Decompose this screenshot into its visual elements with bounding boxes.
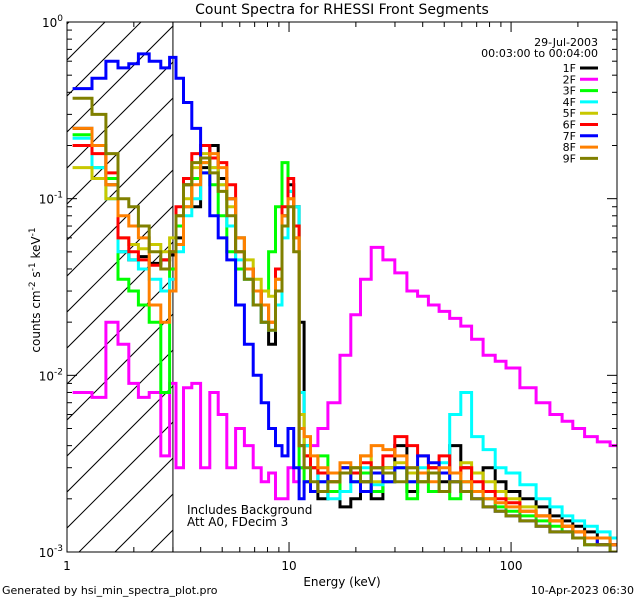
time-range-label: 00:03:00 to 00:04:00 <box>481 47 598 60</box>
hatch-line <box>67 169 173 277</box>
series-3F-line <box>72 133 617 552</box>
x-tick-label: 10 <box>281 559 296 573</box>
tick-labels: 1 10 100 100 10-1 10-2 10-3 <box>39 14 523 573</box>
background-hatch-region <box>0 0 640 552</box>
hatch-line <box>67 25 173 133</box>
plot-frame <box>66 21 618 553</box>
series-4F-line <box>72 136 617 540</box>
y-tick-label: 10-3 <box>39 544 63 560</box>
hatch-line <box>67 385 173 493</box>
y-axis-label: counts cm-2 s-1 keV-1 <box>28 227 43 352</box>
series-6F-line <box>72 144 617 547</box>
legend-label-1F: 1F <box>563 62 576 75</box>
hatch-line <box>67 421 173 529</box>
legend-label-9F: 9F <box>563 152 576 165</box>
y-tick-label: 10-1 <box>39 191 63 207</box>
legend-label-5F: 5F <box>563 107 576 120</box>
hatch-line <box>619 0 640 552</box>
legend-label-4F: 4F <box>563 96 576 109</box>
series-2F-line <box>72 245 617 501</box>
annotation-attenuator: Att A0, FDecim 3 <box>187 515 288 529</box>
footer-generator: Generated by hsi_min_spectra_plot.pro <box>2 584 218 597</box>
legend-label-2F: 2F <box>563 73 576 86</box>
series-8F-line <box>72 126 617 547</box>
chart-title: Count Spectra for RHESSI Front Segments <box>195 2 489 18</box>
x-tick-label: 100 <box>500 559 523 573</box>
legend-label-8F: 8F <box>563 141 576 154</box>
legend-label-7F: 7F <box>563 130 576 143</box>
hatch-line <box>78 457 173 552</box>
series-group <box>72 52 617 552</box>
x-axis-label: Energy (keV) <box>303 575 380 589</box>
x-tick-label: 1 <box>63 559 71 573</box>
hatch-line <box>67 241 173 349</box>
hatch-line <box>67 61 173 169</box>
axis-ticks <box>66 21 618 553</box>
y-tick-label: 10-2 <box>39 367 63 383</box>
series-7F-line <box>72 52 617 547</box>
hatch-line <box>583 0 640 552</box>
annotation-background: Includes Background <box>187 503 312 517</box>
hatch-line <box>67 22 142 97</box>
date-label: 29-Jul-2003 <box>534 36 598 49</box>
y-tick-label: 100 <box>42 14 63 30</box>
hatch-line <box>547 0 640 552</box>
legend-label-3F: 3F <box>563 85 576 98</box>
footer-timestamp: 10-Apr-2023 06:30 <box>531 584 634 597</box>
series-5F-line <box>72 152 617 547</box>
series-1F-line <box>72 126 617 547</box>
hatch-line <box>0 0 27 552</box>
hatch-line <box>67 205 173 313</box>
series-9F-line <box>72 96 617 552</box>
legend-label-6F: 6F <box>563 119 576 132</box>
hatch-line <box>67 22 70 25</box>
